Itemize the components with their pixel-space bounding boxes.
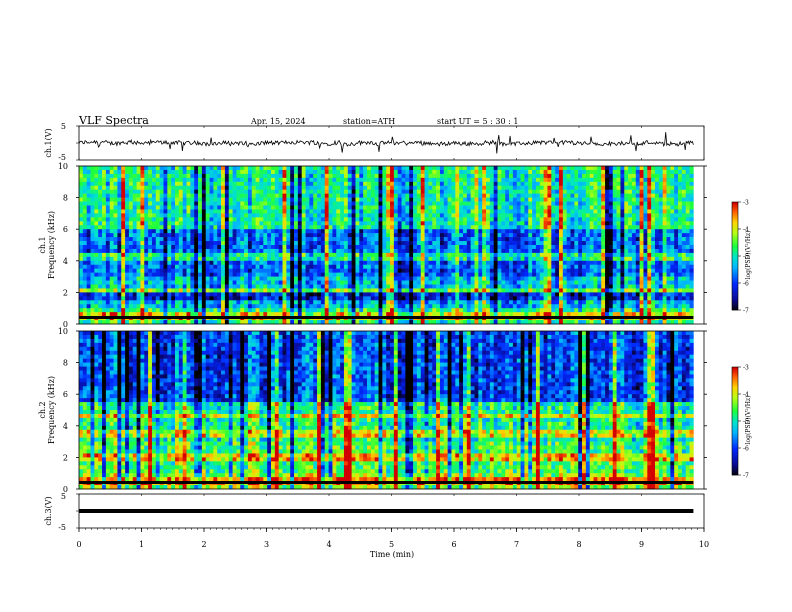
ch1-waveform-line bbox=[78, 132, 694, 154]
ch1-ytick-top: 5 bbox=[61, 122, 66, 131]
ch2-colorbar-label: log(PSD)(V²/Hz) bbox=[745, 396, 752, 445]
ch1-spectrogram-frame bbox=[78, 165, 705, 325]
ch3-ytick-top: 5 bbox=[61, 492, 66, 501]
date-label: Apr. 15, 2024 bbox=[250, 117, 306, 126]
ch1-waveform-ticks bbox=[76, 125, 79, 529]
ch2-colorbar: -3-4-5-6-7 bbox=[731, 365, 749, 480]
ch2-spectrogram-image bbox=[79, 331, 694, 490]
ch1-spectrogram-ylabel-freq: Frequency (kHz) bbox=[47, 211, 56, 279]
figure-title: VLF Spectra bbox=[78, 114, 149, 127]
ch3-waveform-panel: 5 -5 ch.3(V) bbox=[44, 492, 705, 532]
ch3-waveform-ylabel: ch.3(V) bbox=[44, 496, 53, 525]
station-label: station=ATH bbox=[343, 117, 395, 126]
ch1-spectrogram-image bbox=[79, 166, 694, 325]
ch1-spectrogram-ylabel-channel: ch.1 bbox=[38, 236, 47, 253]
time-axis: 0 1 2 3 4 5 6 7 8 9 10 bbox=[76, 126, 709, 549]
ch2-spectrogram-frame bbox=[78, 330, 705, 490]
ch3-waveform-line bbox=[79, 509, 694, 513]
ch2-spectrogram-ylabel-channel: ch.2 bbox=[38, 401, 47, 418]
ch1-ytick-bottom: -5 bbox=[58, 153, 66, 162]
ch2-spectrogram-ylabel-freq: Frequency (kHz) bbox=[47, 376, 56, 444]
start-time-label: start UT = 5 : 30 : 1 bbox=[437, 117, 518, 126]
ch1-colorbar-label: log(PSD)(V²/Hz) bbox=[745, 231, 752, 280]
ch1-colorbar: -3-4-5-6-7 bbox=[731, 200, 749, 315]
ch1-waveform-ylabel: ch.1(V) bbox=[44, 128, 53, 157]
time-axis-label: Time (min) bbox=[370, 550, 414, 559]
ch3-ytick-bottom: -5 bbox=[58, 523, 66, 532]
